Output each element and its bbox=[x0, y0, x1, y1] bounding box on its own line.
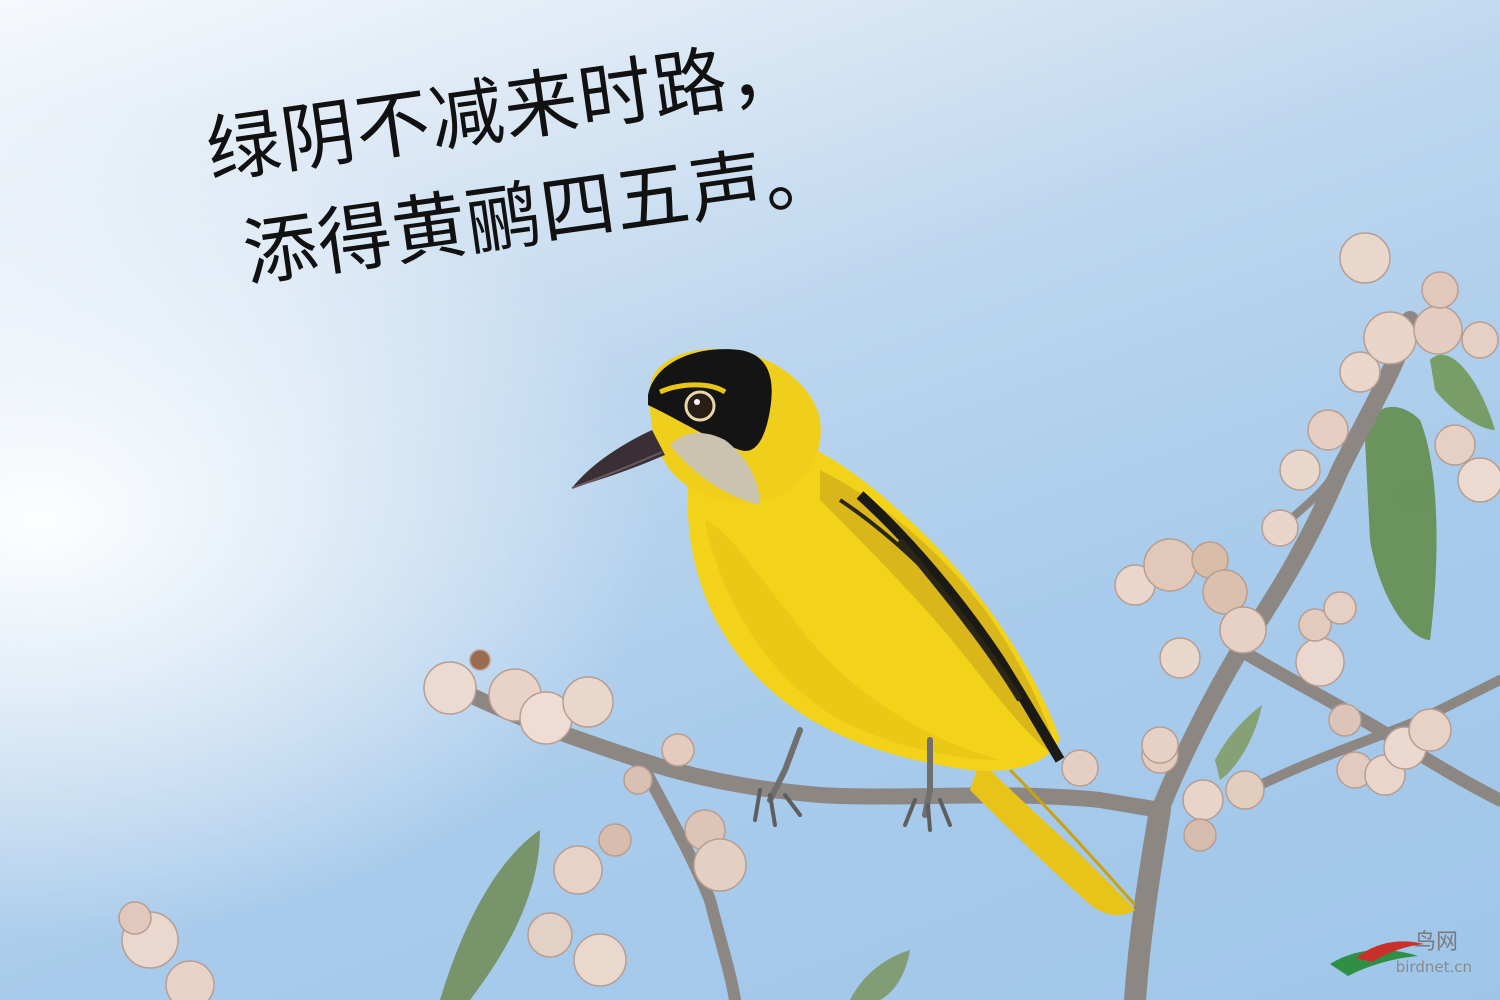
watermark-brand-cn: 鸟网 bbox=[1413, 930, 1458, 955]
birdnet-logo-icon bbox=[1330, 941, 1424, 976]
fig-fruit-clusters bbox=[118, 232, 1500, 1000]
birdnet-watermark: 鸟网 birdnet.cn bbox=[1326, 918, 1486, 990]
oriole-bird bbox=[571, 349, 1137, 916]
background-leaves bbox=[440, 354, 1495, 1000]
watermark-brand-en: birdnet.cn bbox=[1395, 958, 1472, 976]
